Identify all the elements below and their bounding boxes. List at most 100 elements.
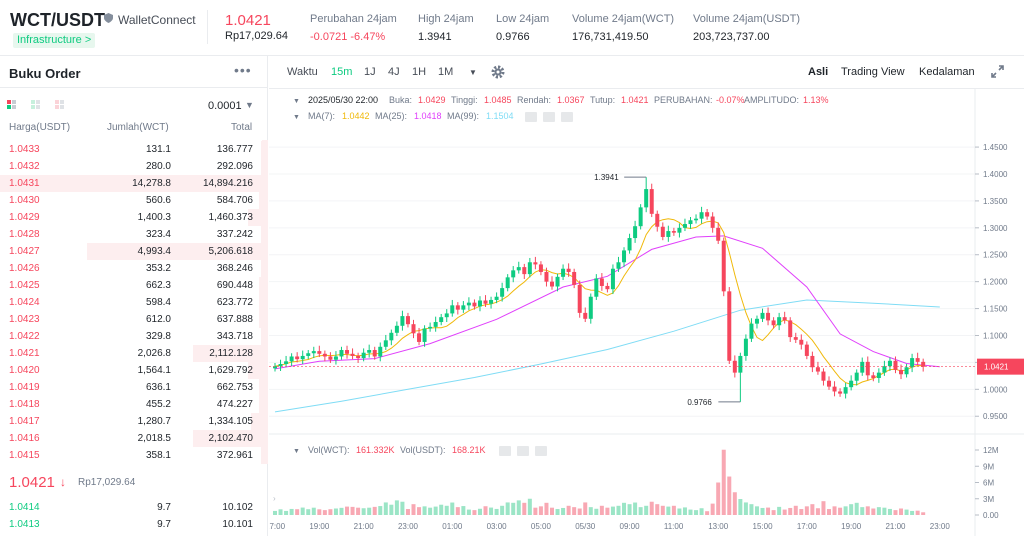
open-label: Buka: [389,95,412,105]
candle [417,333,422,342]
candle [710,216,715,228]
y-tick-label: 1.4500 [983,143,1008,152]
interval-4j[interactable]: 4J [388,66,400,78]
y-tick-label: 1.2500 [983,251,1008,260]
view-depth[interactable]: Kedalaman [919,66,975,78]
candle [516,267,521,271]
indicator-control-icon [499,446,511,456]
y-tick-label: 1.3000 [983,224,1008,233]
gear-icon[interactable] [491,65,505,82]
interval-1h[interactable]: 1H [412,66,427,78]
candle [439,317,444,323]
asks-view-icon[interactable] [55,100,65,110]
ask-total: 1,460.373 [208,212,254,223]
volume-bar [483,506,488,515]
ask-price: 1.0424 [9,297,40,308]
ask-amount: 4,993.4 [137,246,171,257]
precision-select[interactable]: 0.0001 [208,100,242,112]
ask-price: 1.0421 [9,348,40,359]
candle [505,277,510,289]
ask-total: 337.242 [216,229,253,240]
scrollbar[interactable] [262,140,268,464]
ask-row[interactable]: 1.0427 4,993.4 5,206.618 [0,243,264,260]
candle [627,238,632,251]
ask-row[interactable]: 1.0421 2,026.8 2,112.128 [0,345,264,362]
volume-bar [439,504,444,515]
candle [743,338,748,356]
column-price: Harga(USDT) [9,122,71,133]
ask-row[interactable]: 1.0431 14,278.8 14,894.216 [0,175,264,192]
ask-row[interactable]: 1.0420 1,564.1 1,629.792 [0,362,264,379]
ask-row[interactable]: 1.0416 2,018.5 2,102.470 [0,430,264,447]
stat-value: 1.3941 [418,31,452,43]
ask-row[interactable]: 1.0418 455.2 474.227 [0,396,264,413]
stat-label: Low 24jam [496,13,550,25]
candle [616,262,621,269]
volume-bar [682,507,687,515]
project-name[interactable]: WalletConnect [118,13,196,27]
sector-tag[interactable]: Infrastructure > [13,33,96,48]
ask-row[interactable]: 1.0430 560.6 584.706 [0,192,264,209]
low-label-info: Rendah: [517,95,551,105]
view-original[interactable]: Asli [808,66,829,78]
ask-row[interactable]: 1.0426 353.2 368.246 [0,260,264,277]
ask-price: 1.0417 [9,416,40,427]
volume-bar [583,502,588,515]
candle [599,278,604,286]
candle [572,271,577,285]
candle [583,312,588,319]
candle [649,189,654,214]
y-tick-label: 0.9500 [983,412,1008,421]
candle [361,352,366,359]
ask-row[interactable]: 1.0424 598.4 623.772 [0,294,264,311]
interval-1m[interactable]: 1M [438,66,454,78]
price-chart[interactable]: 1.4500 1.4000 1.3500 1.3000 1.2500 1.2000 1.15… [269,89,1024,536]
bid-row[interactable]: 1.0413 9.7 10.101 [0,516,264,533]
caret-down-icon[interactable]: ▼ [469,68,477,77]
chevron-down-icon[interactable]: ▼ [245,100,254,110]
ask-price: 1.0426 [9,263,40,274]
interval-1j[interactable]: 1J [364,66,376,78]
candle [865,361,870,376]
ask-price: 1.0429 [9,212,40,223]
ask-row[interactable]: 1.0415 358.1 372.961 [0,447,264,464]
volume-bar [882,507,887,515]
bids-view-icon[interactable] [31,100,41,110]
view-tradingview[interactable]: Trading View [841,66,905,78]
pair-symbol[interactable]: WCT/USDT [10,10,105,30]
candle [660,226,665,237]
ask-row[interactable]: 1.0429 1,400.3 1,460.373 [0,209,264,226]
caret-down-icon: ▼ [293,98,300,105]
ask-row[interactable]: 1.0432 280.0 292.096 [0,158,264,175]
ask-amount: 353.2 [145,263,171,274]
expand-icon[interactable] [991,65,1004,81]
more-icon[interactable]: ••• [234,62,252,78]
time-label: Waktu [287,66,318,78]
ask-price: 1.0416 [9,433,40,444]
candle [284,361,289,365]
ask-row[interactable]: 1.0423 612.0 637.888 [0,311,264,328]
depth-bar [248,209,264,226]
ask-row[interactable]: 1.0422 329.8 343.718 [0,328,264,345]
last-price: 1.0421 [225,12,271,29]
volume-bar [666,506,671,515]
divider [0,87,268,88]
ask-row[interactable]: 1.0425 662.3 690.448 [0,277,264,294]
candle [350,353,355,356]
both-sides-view-icon[interactable] [7,100,17,110]
bid-row[interactable]: 1.0414 9.7 10.102 [0,499,264,516]
volume-bar [411,504,416,515]
column-amount: Jumlah(WCT) [107,122,169,133]
ask-row[interactable]: 1.0419 636.1 662.753 [0,379,264,396]
ask-row[interactable]: 1.0417 1,280.7 1,334.105 [0,413,264,430]
candle [815,367,820,372]
volume-bar [782,509,787,515]
ask-amount: 1,280.7 [137,416,171,427]
ask-row[interactable]: 1.0433 131.1 136.777 [0,141,264,158]
ask-row[interactable]: 1.0428 323.4 337.242 [0,226,264,243]
volume-bar [904,509,909,515]
volume-bar [306,509,311,515]
column-total: Total [231,122,253,133]
interval-15m[interactable]: 15m [331,66,353,78]
candle [871,375,876,379]
